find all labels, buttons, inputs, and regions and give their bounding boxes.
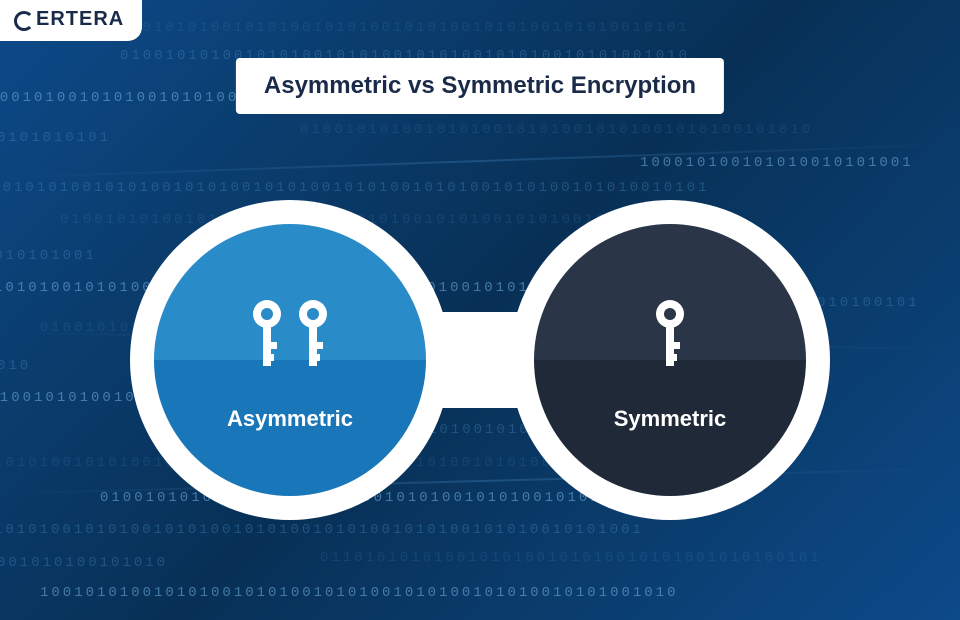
binary-decor: 010010101001 <box>0 248 97 264</box>
binary-decor: 010010101010101 <box>0 130 111 146</box>
binary-decor: 1001010100101010010101001010100101010010… <box>0 522 644 538</box>
binary-decor: 10101001010100101010 <box>0 555 168 571</box>
key-icon <box>248 298 286 370</box>
logo-text: ERTERA <box>36 8 124 31</box>
title-box: Asymmetric vs Symmetric Encryption <box>236 58 724 114</box>
comparison-shape: Asymmetric Symmetric <box>130 200 830 520</box>
circle-asymmetric-outer: Asymmetric <box>130 200 450 520</box>
logo-badge: ERTERA <box>0 0 142 41</box>
page-title: Asymmetric vs Symmetric Encryption <box>264 72 696 100</box>
binary-decor: 100010100101010010101001 <box>640 155 914 171</box>
asymmetric-label: Asymmetric <box>227 406 353 432</box>
key-single-icon <box>651 298 689 370</box>
binary-decor: 0110101010100101010010101001010100101010… <box>320 550 822 566</box>
circle-symmetric-outer: Symmetric <box>510 200 830 520</box>
circle-asymmetric: Asymmetric <box>154 224 426 496</box>
key-icon <box>294 298 332 370</box>
binary-decor: 01001010 <box>0 358 31 374</box>
circle-symmetric: Symmetric <box>534 224 806 496</box>
binary-decor: 1001010100101010010101001010100101010010… <box>40 585 678 601</box>
binary-decor: 1001010100101010010101001010100101010010… <box>0 180 710 196</box>
logo-c-icon <box>14 11 34 31</box>
key-pair-icon <box>248 298 332 370</box>
binary-decor: 0100101010010101001010100101010010101001… <box>300 122 813 138</box>
key-icon <box>651 298 689 370</box>
symmetric-label: Symmetric <box>614 406 727 432</box>
logo: ERTERA <box>14 8 124 31</box>
